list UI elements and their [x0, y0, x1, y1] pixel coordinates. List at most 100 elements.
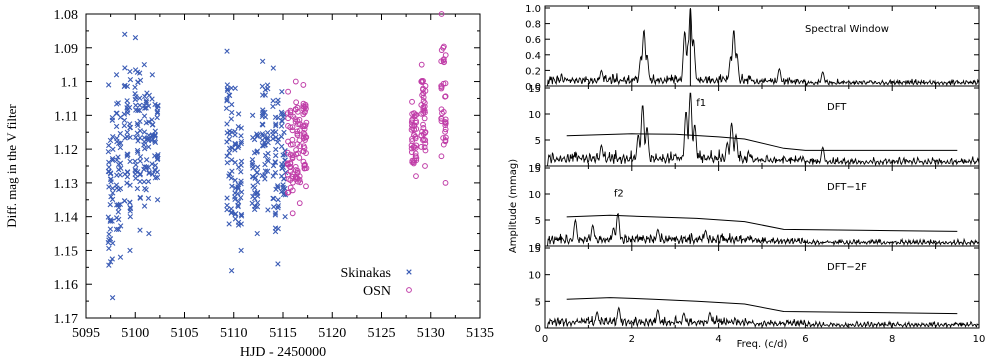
data-point-skinakas	[228, 206, 234, 212]
significance-threshold-line	[566, 297, 958, 315]
data-point-skinakas	[121, 198, 128, 204]
data-point-skinakas	[149, 72, 156, 78]
y-tick-label: 5	[535, 297, 541, 308]
x-tick-label: 5120	[318, 326, 346, 341]
data-point-osn	[442, 119, 448, 125]
data-point-osn	[302, 161, 308, 168]
data-point-skinakas	[275, 205, 281, 211]
data-point-skinakas	[274, 139, 281, 145]
data-point-skinakas	[115, 154, 121, 160]
data-point-osn	[420, 77, 426, 84]
data-point-skinakas	[117, 185, 124, 192]
x-tick-label: 5100	[121, 326, 149, 341]
data-point-skinakas	[275, 184, 281, 191]
data-point-osn	[413, 157, 420, 164]
data-point-skinakas	[105, 239, 111, 246]
data-point-skinakas	[224, 82, 231, 88]
x-tick-label: 5125	[368, 326, 396, 341]
data-point-skinakas	[232, 132, 238, 138]
data-point-osn	[438, 115, 445, 122]
data-point-skinakas	[274, 183, 281, 189]
data-point-skinakas	[238, 247, 244, 254]
data-point-osn	[442, 179, 449, 186]
significance-threshold-line	[566, 214, 958, 232]
x-tick-label: 6	[802, 334, 808, 345]
data-point-skinakas	[270, 162, 277, 169]
data-point-skinakas	[109, 157, 116, 164]
data-point-osn	[408, 149, 415, 156]
data-point-skinakas	[229, 183, 235, 189]
data-point-skinakas	[229, 168, 235, 174]
data-point-skinakas	[224, 87, 231, 94]
data-point-skinakas	[122, 65, 128, 71]
data-point-skinakas	[107, 201, 113, 208]
data-point-skinakas	[235, 219, 242, 225]
data-point-osn	[302, 101, 309, 108]
spectrum-line	[545, 306, 980, 329]
data-point-osn	[289, 155, 296, 162]
data-point-osn	[421, 100, 428, 106]
data-point-skinakas	[235, 111, 242, 117]
data-point-skinakas	[280, 182, 286, 188]
data-point-skinakas	[235, 199, 242, 205]
data-point-skinakas	[149, 117, 155, 123]
data-point-skinakas	[124, 129, 130, 136]
data-point-skinakas	[238, 133, 244, 139]
data-point-skinakas	[264, 134, 271, 141]
data-point-skinakas	[127, 247, 133, 254]
x-tick-label: 4	[715, 334, 721, 345]
data-point-skinakas	[132, 158, 138, 165]
data-point-osn	[419, 79, 426, 86]
y-tick-label: 1.13	[54, 177, 79, 192]
data-point-skinakas	[282, 169, 289, 176]
data-point-osn	[442, 126, 449, 133]
data-point-skinakas	[278, 123, 285, 129]
y-tick-label: 0.2	[525, 66, 541, 77]
data-point-osn	[293, 99, 300, 106]
x-tick-label: 5110	[220, 326, 247, 341]
periodogram-panel: 0 5 10 15 DFT−1F f2	[528, 164, 980, 253]
data-point-skinakas	[133, 175, 139, 182]
data-point-skinakas	[224, 98, 230, 104]
data-point-skinakas	[143, 99, 150, 106]
y-tick-label: 5	[535, 136, 541, 147]
data-point-osn	[300, 82, 307, 88]
data-point-skinakas	[224, 96, 230, 103]
data-point-skinakas	[273, 123, 279, 129]
y-tick-label: 0	[535, 242, 541, 253]
data-point-skinakas	[107, 137, 114, 144]
data-point-skinakas	[250, 165, 256, 171]
data-point-skinakas	[272, 212, 279, 218]
data-point-skinakas	[154, 108, 161, 115]
data-point-skinakas	[137, 95, 143, 101]
data-point-osn	[439, 110, 445, 117]
data-point-skinakas	[109, 256, 115, 262]
data-point-skinakas	[252, 174, 259, 181]
data-point-osn	[303, 105, 309, 112]
data-point-skinakas	[254, 149, 260, 155]
data-point-skinakas	[238, 221, 244, 227]
y-tick-label: 5	[535, 216, 541, 227]
data-point-skinakas	[272, 169, 279, 176]
data-point-osn	[287, 160, 294, 167]
data-point-skinakas	[278, 134, 285, 140]
data-point-skinakas	[132, 96, 138, 103]
y-tick-label: 0.8	[525, 20, 541, 31]
data-point-osn	[438, 11, 445, 17]
data-point-skinakas	[124, 98, 130, 104]
data-point-skinakas	[238, 138, 245, 145]
y-tick-label: 0.0	[525, 82, 541, 93]
spectrum-line	[545, 9, 980, 87]
data-point-skinakas	[124, 153, 130, 159]
data-point-skinakas	[280, 164, 287, 171]
y-tick-label: 1.17	[54, 312, 79, 327]
data-point-skinakas	[134, 147, 141, 154]
data-point-skinakas	[228, 157, 235, 163]
data-point-osn	[442, 137, 449, 144]
data-point-skinakas	[272, 129, 279, 135]
data-point-osn	[409, 138, 416, 144]
light-curve-y-axis-label: Diff. mag in the V filter	[4, 104, 19, 228]
data-point-osn	[420, 121, 426, 128]
data-point-skinakas	[228, 101, 235, 108]
data-point-skinakas	[229, 109, 235, 116]
